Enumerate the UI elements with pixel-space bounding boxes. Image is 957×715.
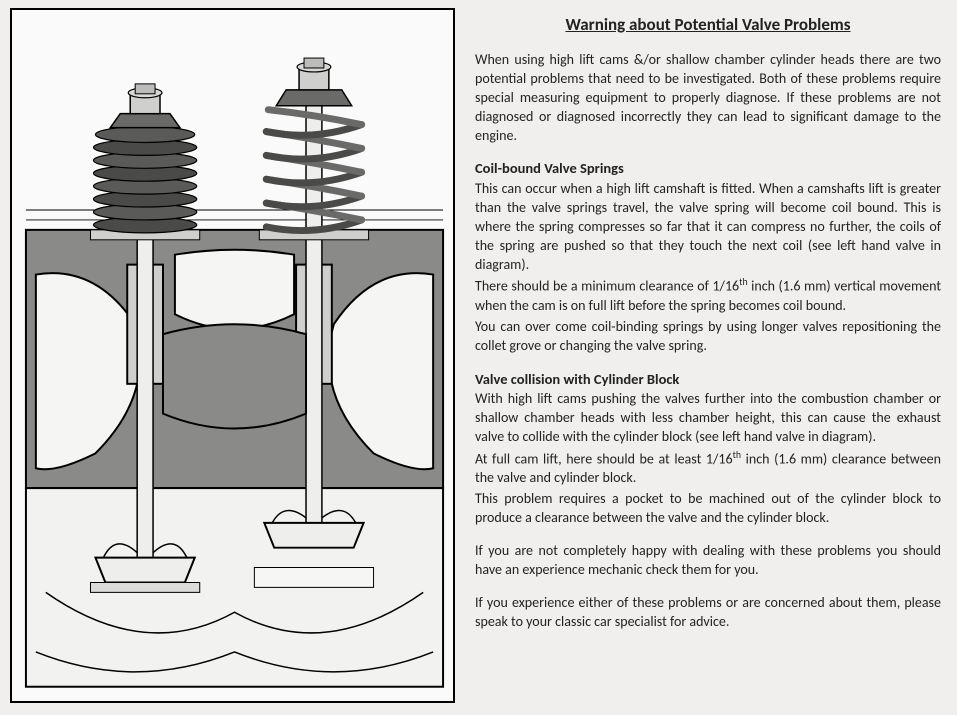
section2-p1: With high lift cams pushing the valves f… <box>475 390 941 447</box>
section1-heading: Coil-bound Valve Springs <box>475 159 941 179</box>
valve-diagram-frame <box>10 8 455 703</box>
diagram-column <box>10 8 455 707</box>
section1-p1: This can occur when a high lift camshaft… <box>475 180 941 274</box>
text-column: Warning about Potential Valve Problems W… <box>455 8 947 707</box>
section1-p2: There should be a minimum clearance of 1… <box>475 276 941 315</box>
section2-heading: Valve collision with Cylinder Block <box>475 370 941 390</box>
section2-p3: This problem requires a pocket to be mac… <box>475 490 941 528</box>
section1-p2a: There should be a minimum clearance of 1… <box>475 278 739 295</box>
section2-p2: At full cam lift, here should be at leas… <box>475 449 941 488</box>
document-title: Warning about Potential Valve Problems <box>475 14 941 37</box>
intro-paragraph: When using high lift cams &/or shallow c… <box>475 51 941 145</box>
fraction-th-1: th <box>739 276 747 288</box>
section2-p2a: At full cam lift, here should be at leas… <box>475 451 733 468</box>
closing-p1: If you are not completely happy with dea… <box>475 542 941 580</box>
valve-cross-section-diagram <box>16 14 453 699</box>
closing-p2: If you experience either of these proble… <box>475 594 941 632</box>
section1-p3: You can over come coil-binding springs b… <box>475 318 941 356</box>
fraction-th-2: th <box>733 449 741 461</box>
